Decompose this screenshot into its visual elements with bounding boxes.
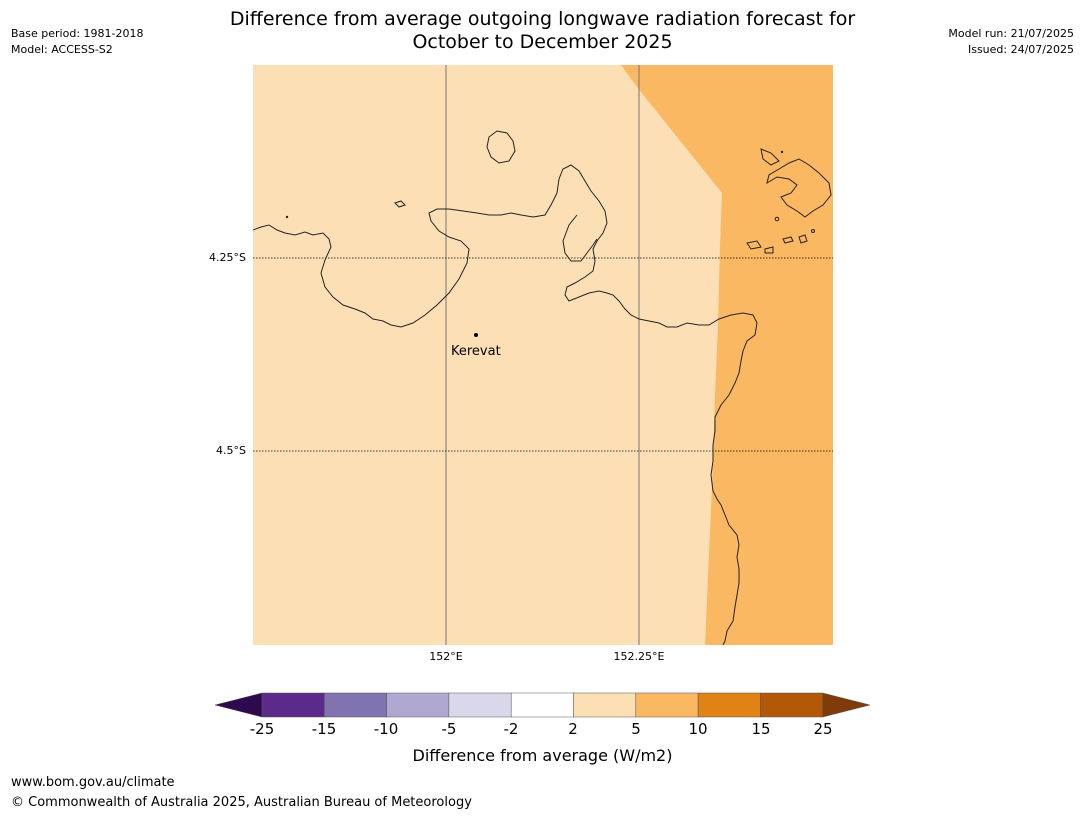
islet-east-5: [774, 216, 780, 222]
colorbar-tick-neg5: -5: [441, 720, 457, 738]
islet-far-west: [285, 215, 289, 219]
colorbar-bin-neg25-neg15: [261, 692, 325, 718]
coastline-bay: [562, 214, 598, 262]
colorbar-tick-2: 2: [568, 720, 578, 738]
coastline-main: [252, 164, 758, 646]
kerevat-label: Kerevat: [451, 344, 501, 359]
colorbar-tick-25: 25: [813, 720, 833, 738]
base-period: Base period: 1981-2018: [11, 27, 144, 40]
island-east-main: [766, 158, 832, 218]
region-band-5-10: [621, 65, 833, 645]
colorbar-bin-neg2-2: [510, 692, 574, 718]
map-panel: Kerevat: [252, 65, 833, 646]
lat-label-4-25s: 4.25°S: [209, 251, 246, 264]
colorbar-tick-neg15: -15: [311, 720, 337, 738]
page-title: Difference from average outgoing longwav…: [0, 8, 1085, 54]
meta-left: Base period: 1981-2018 Model: ACCESS-S2: [11, 26, 143, 58]
islet-west: [394, 200, 406, 208]
meta-right: Model run: 21/07/2025 Issued: 24/07/2025: [948, 26, 1074, 58]
colorbar-tick-neg25: -25: [249, 720, 275, 738]
kerevat-marker: [474, 333, 478, 337]
colorbar-bin-neg15-neg10: [324, 692, 387, 718]
colorbar-tick-5: 5: [631, 720, 641, 738]
colorbar-tick-15: 15: [751, 720, 771, 738]
lon-label-152-25e: 152.25°E: [613, 650, 665, 663]
island-east-small: [760, 148, 780, 166]
colorbar-bin-neg10-neg5: [386, 692, 450, 718]
islet-east-7: [780, 150, 784, 154]
map-svg: Kerevat: [252, 65, 833, 646]
lat-label-4-5s: 4.5°S: [216, 444, 246, 457]
islet-east-4: [798, 234, 808, 244]
footer-url[interactable]: www.bom.gov.au/climate: [11, 775, 175, 790]
colorbar-extend-low: [215, 692, 263, 718]
colorbar-tick-10: 10: [688, 720, 708, 738]
colorbar-bin-5-10: [635, 692, 699, 718]
islet-east-3: [782, 236, 794, 244]
island-north: [486, 130, 516, 164]
colorbar-tick-neg10: -10: [373, 720, 399, 738]
islet-east-2: [764, 246, 774, 254]
islet-east-6: [811, 229, 815, 233]
colorbar-title: Difference from average (W/m2): [412, 746, 673, 765]
issued-date: Issued: 24/07/2025: [967, 43, 1074, 56]
lon-label-152e: 152°E: [429, 650, 463, 663]
islet-east-1: [746, 240, 762, 250]
colorbar-bin-10-15: [697, 692, 761, 718]
colorbar-bin-neg5-neg2: [448, 692, 512, 718]
title-line-1: Difference from average outgoing longwav…: [229, 8, 856, 30]
colorbar-bin-2-5: [573, 692, 637, 718]
model-run: Model run: 21/07/2025: [948, 27, 1074, 40]
colorbar: [215, 692, 871, 718]
colorbar-extend-high: [822, 692, 871, 718]
footer-copyright: © Commonwealth of Australia 2025, Austra…: [11, 795, 472, 810]
colorbar-tick-neg2: -2: [503, 720, 519, 738]
colorbar-bin-15-25: [760, 692, 823, 718]
model-name: Model: ACCESS-S2: [11, 43, 113, 56]
title-line-2: October to December 2025: [412, 31, 673, 53]
